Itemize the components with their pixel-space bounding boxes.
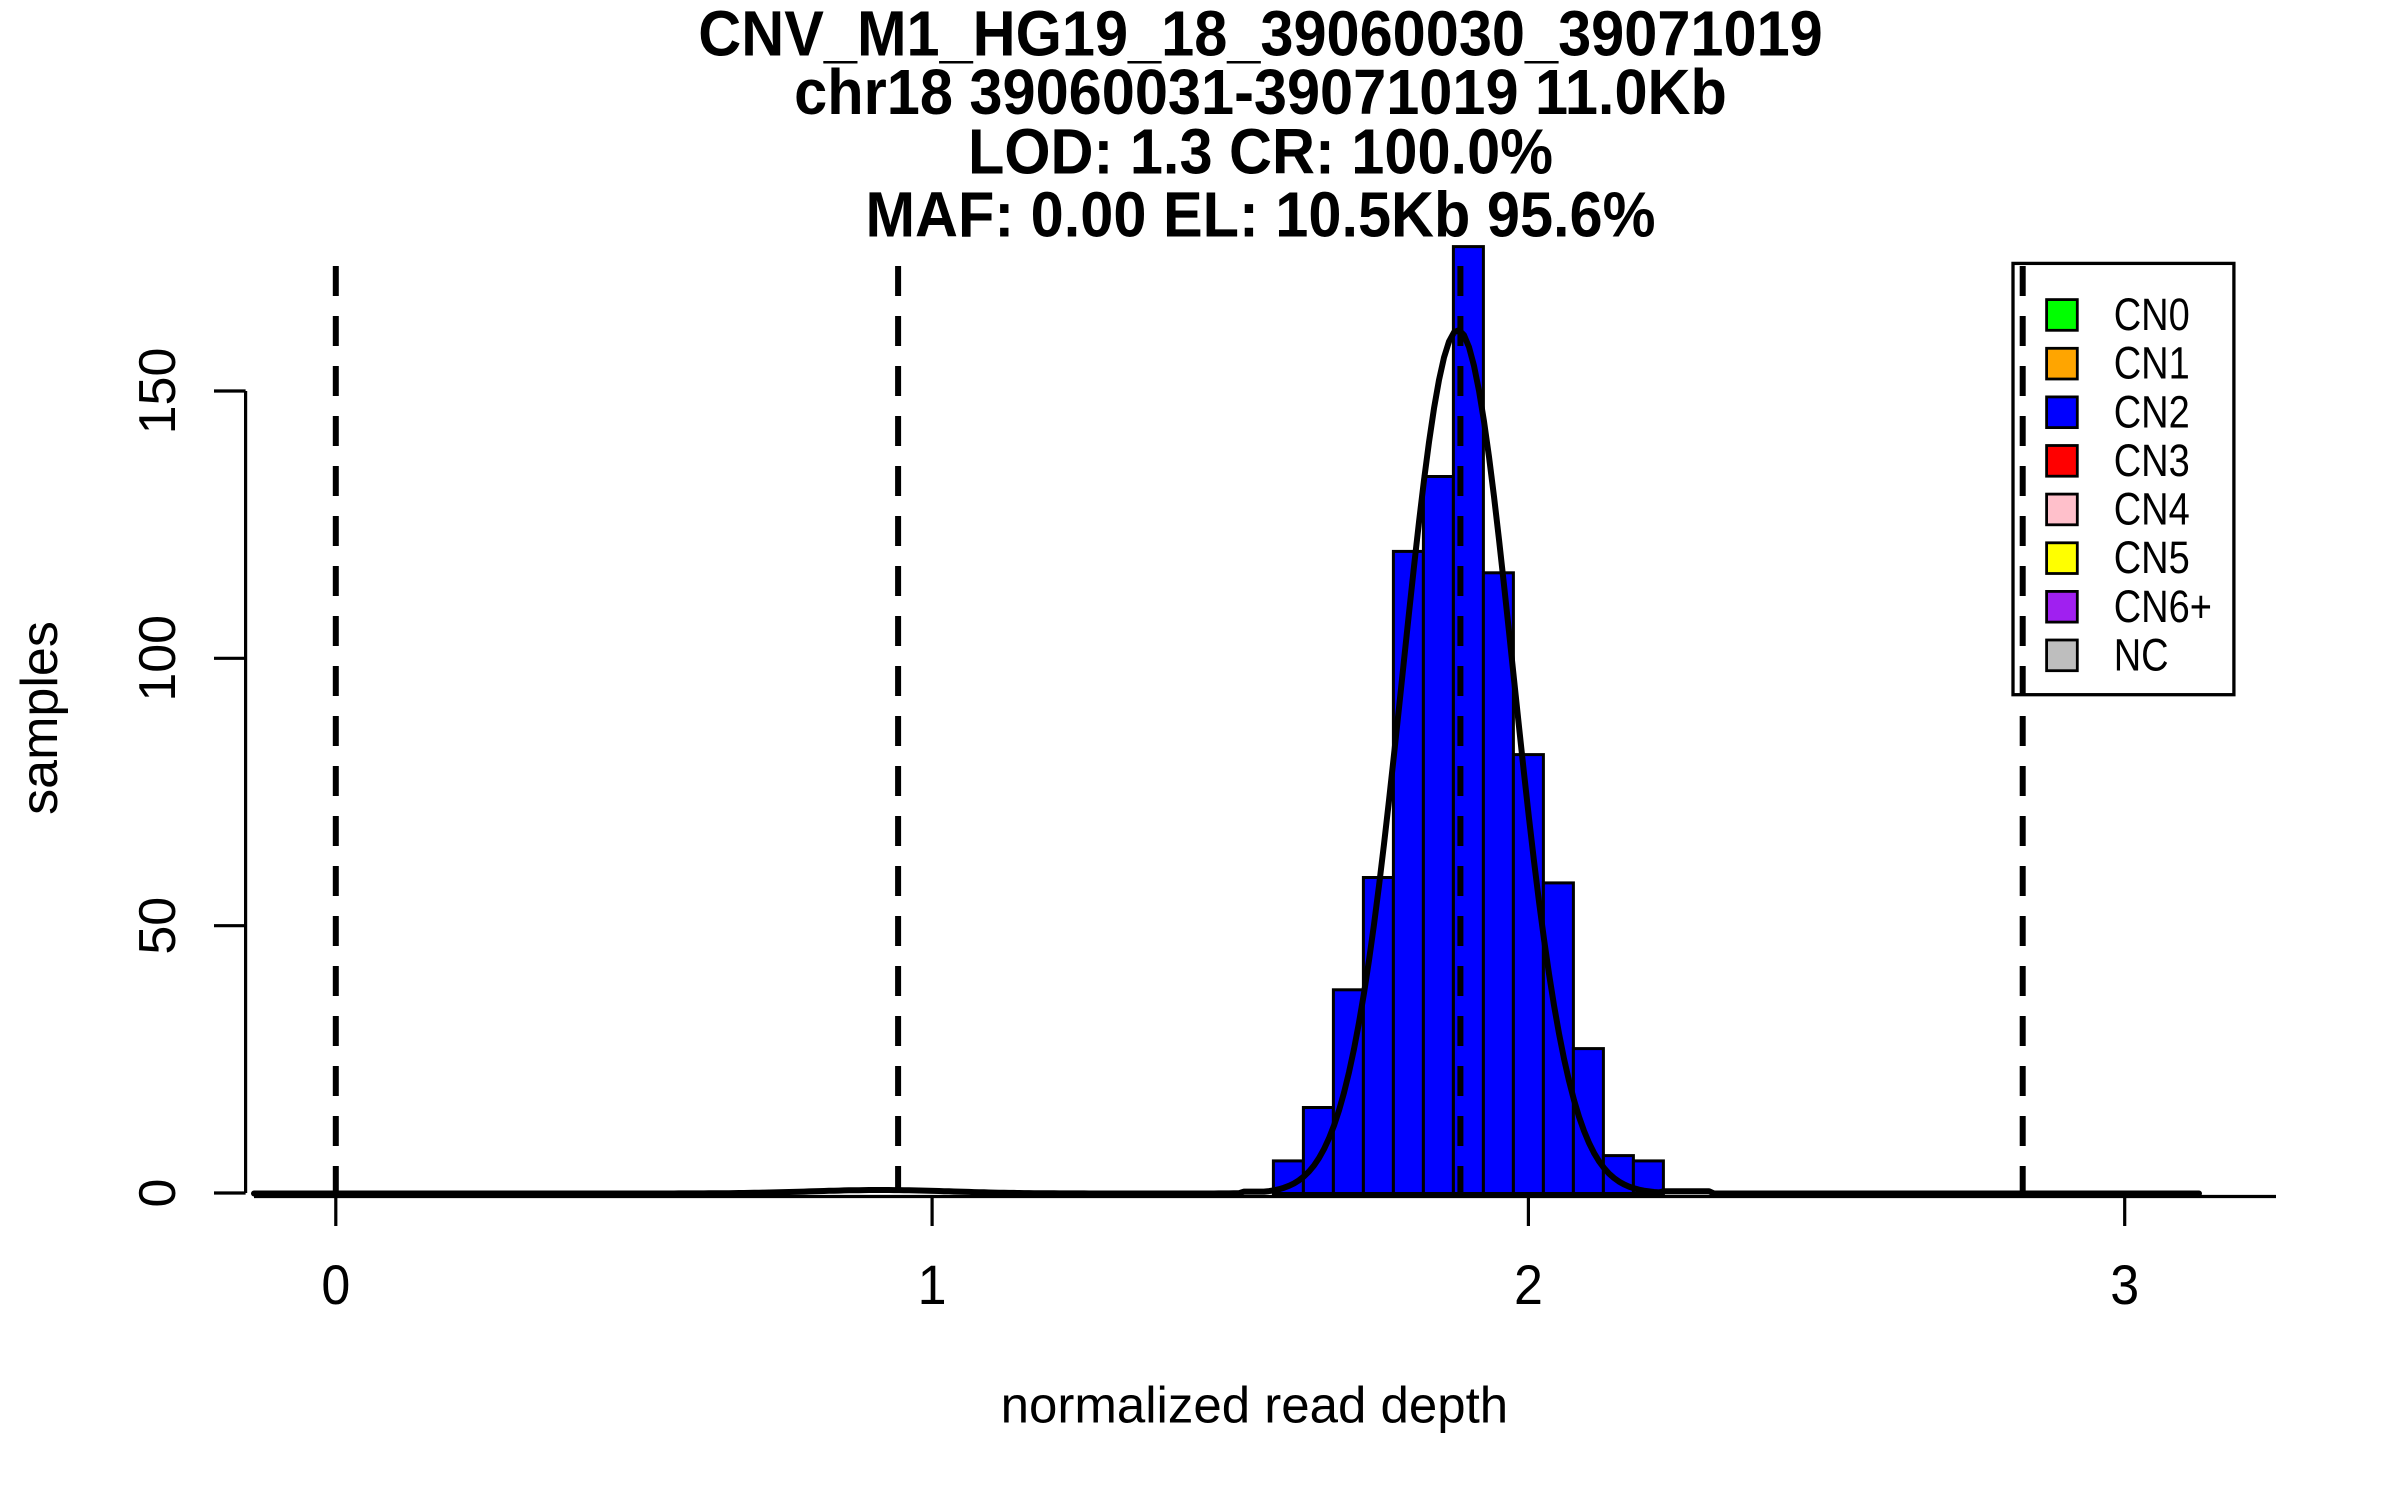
svg-text:CN6+: CN6+	[2114, 581, 2212, 632]
svg-text:CN5: CN5	[2114, 532, 2190, 583]
svg-text:0: 0	[321, 1254, 350, 1316]
svg-text:CN2: CN2	[2114, 386, 2190, 437]
svg-text:samples: samples	[11, 621, 69, 815]
svg-text:0: 0	[129, 1179, 187, 1208]
svg-text:CN1: CN1	[2114, 337, 2190, 388]
svg-text:normalized read depth: normalized read depth	[1001, 1377, 1509, 1434]
svg-text:150: 150	[129, 348, 187, 435]
svg-text:50: 50	[129, 897, 187, 955]
svg-text:MAF: 0.00 EL: 10.5Kb 95.6%: MAF: 0.00 EL: 10.5Kb 95.6%	[865, 180, 1655, 252]
svg-text:NC: NC	[2114, 629, 2169, 680]
svg-text:2: 2	[1514, 1254, 1543, 1316]
svg-text:CN0: CN0	[2114, 289, 2190, 340]
svg-text:CNV_M1_HG19_18_39060030_390710: CNV_M1_HG19_18_39060030_39071019	[698, 0, 1822, 70]
svg-text:CN4: CN4	[2114, 483, 2190, 534]
svg-text:1: 1	[918, 1254, 947, 1316]
svg-text:3: 3	[2110, 1254, 2139, 1316]
svg-text:LOD: 1.3 CR: 100.0%: LOD: 1.3 CR: 100.0%	[968, 116, 1553, 188]
svg-text:chr18 39060031-39071019 11.0Kb: chr18 39060031-39071019 11.0Kb	[794, 57, 1727, 129]
svg-text:100: 100	[129, 615, 187, 702]
svg-text:CN3: CN3	[2114, 435, 2190, 486]
